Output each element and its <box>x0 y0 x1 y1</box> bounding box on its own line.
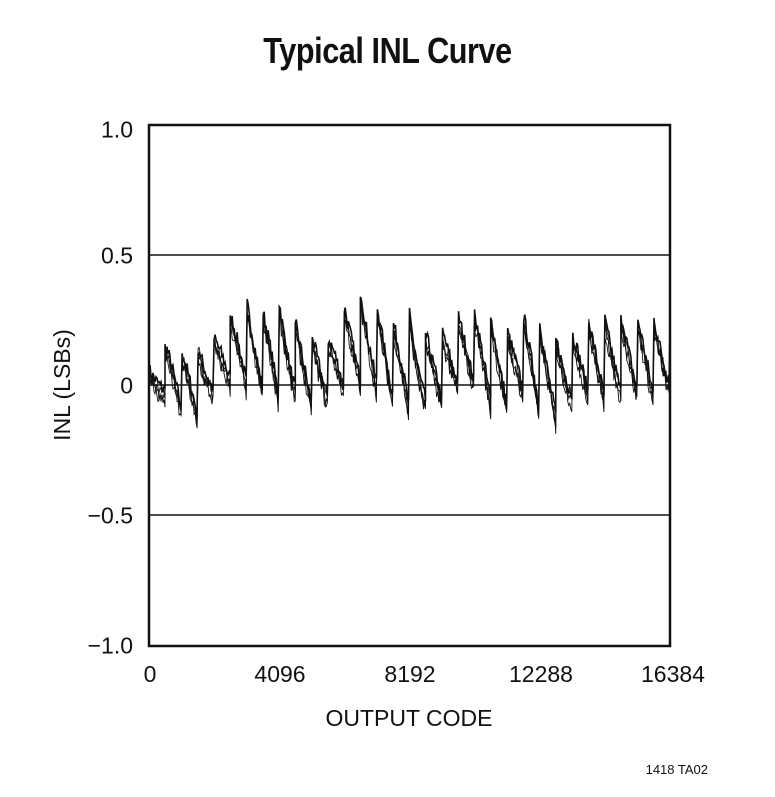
x-tick-16384: 16384 <box>641 661 705 687</box>
inl-curve <box>148 296 671 434</box>
gridlines <box>149 254 670 516</box>
chart-title: Typical INL Curve <box>263 30 512 71</box>
plot-frame <box>147 123 672 648</box>
x-axis-label: OUTPUT CODE <box>325 705 493 731</box>
x-tick-4096: 4096 <box>254 661 306 687</box>
y-tick-0: 0 <box>120 372 133 399</box>
y-tick-1.0: 1.0 <box>101 116 133 143</box>
y-tick-neg1.0: −1.0 <box>87 632 133 659</box>
y-tick-neg0.5: −0.5 <box>87 502 133 529</box>
x-tick-0: 0 <box>143 661 157 687</box>
y-tick-0.5: 0.5 <box>101 242 133 269</box>
x-tick-12288: 12288 <box>509 661 573 687</box>
x-tick-8192: 8192 <box>384 661 436 687</box>
figure-id: 1418 TA02 <box>645 762 708 777</box>
